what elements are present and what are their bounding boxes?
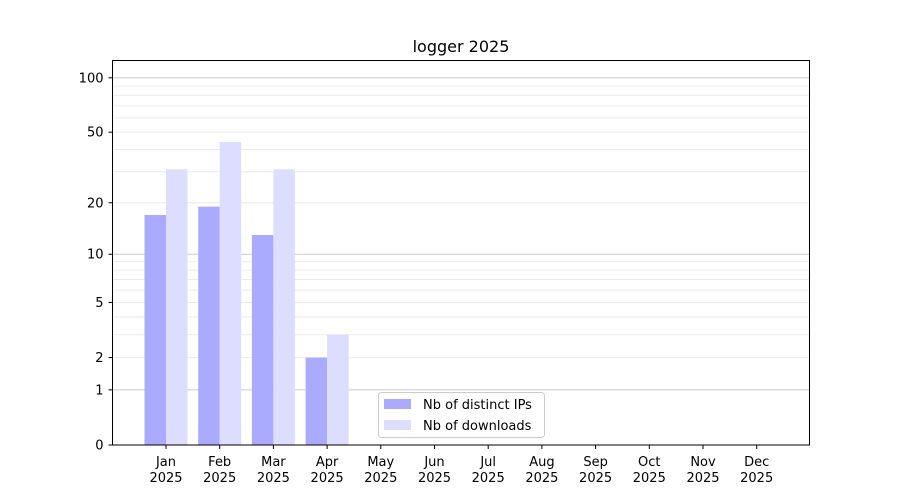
y-tick-label: 10 (87, 248, 104, 263)
x-tick-label: May 2025 (364, 455, 397, 486)
bar-distinct-ips (198, 206, 220, 445)
bar-downloads (327, 334, 349, 445)
x-tick-label: Apr 2025 (311, 455, 344, 486)
legend-label: Nb of distinct IPs (423, 398, 532, 413)
legend-swatch (384, 399, 411, 409)
x-tick-label: Oct 2025 (633, 455, 666, 486)
x-tick-label: Jun 2025 (418, 455, 451, 486)
bar-distinct-ips (144, 215, 166, 445)
y-tick-label: 1 (95, 383, 103, 398)
legend-box (378, 392, 545, 438)
legend-swatch (384, 420, 411, 430)
bar-distinct-ips (305, 357, 328, 445)
bar-downloads (219, 142, 242, 445)
y-axis: 0 1 2 5 10 20 50 100 (79, 71, 113, 454)
x-tick-label: Sep 2025 (579, 455, 612, 486)
y-tick-label: 0 (95, 439, 103, 454)
y-tick-label: 100 (79, 71, 104, 86)
chart-title: logger 2025 (413, 37, 510, 56)
plot-frame (112, 60, 810, 446)
bar-downloads (273, 169, 295, 445)
x-tick-label: Aug 2025 (525, 455, 558, 486)
x-axis: Jan 2025 Feb 2025 Mar 2025 Apr 2025 May 2025 Jun 20… (149, 445, 773, 486)
x-tick-label: Dec 2025 (740, 455, 773, 486)
legend: Nb of distinct IPs Nb of downloads (378, 392, 545, 438)
bars (144, 142, 349, 445)
y-tick-label: 20 (87, 196, 104, 211)
legend-label: Nb of downloads (423, 419, 532, 434)
y-tick-label: 2 (95, 351, 103, 366)
x-tick-label: Jan 2025 (149, 455, 182, 486)
y-tick-label: 50 (87, 126, 104, 141)
x-tick-label: Feb 2025 (203, 455, 236, 486)
x-tick-label: Nov 2025 (686, 455, 719, 486)
y-tick-label: 5 (95, 296, 103, 311)
bar-downloads (166, 169, 188, 445)
x-tick-label: Jul 2025 (472, 455, 505, 486)
bar-distinct-ips (251, 235, 274, 445)
x-tick-label: Mar 2025 (257, 455, 290, 486)
